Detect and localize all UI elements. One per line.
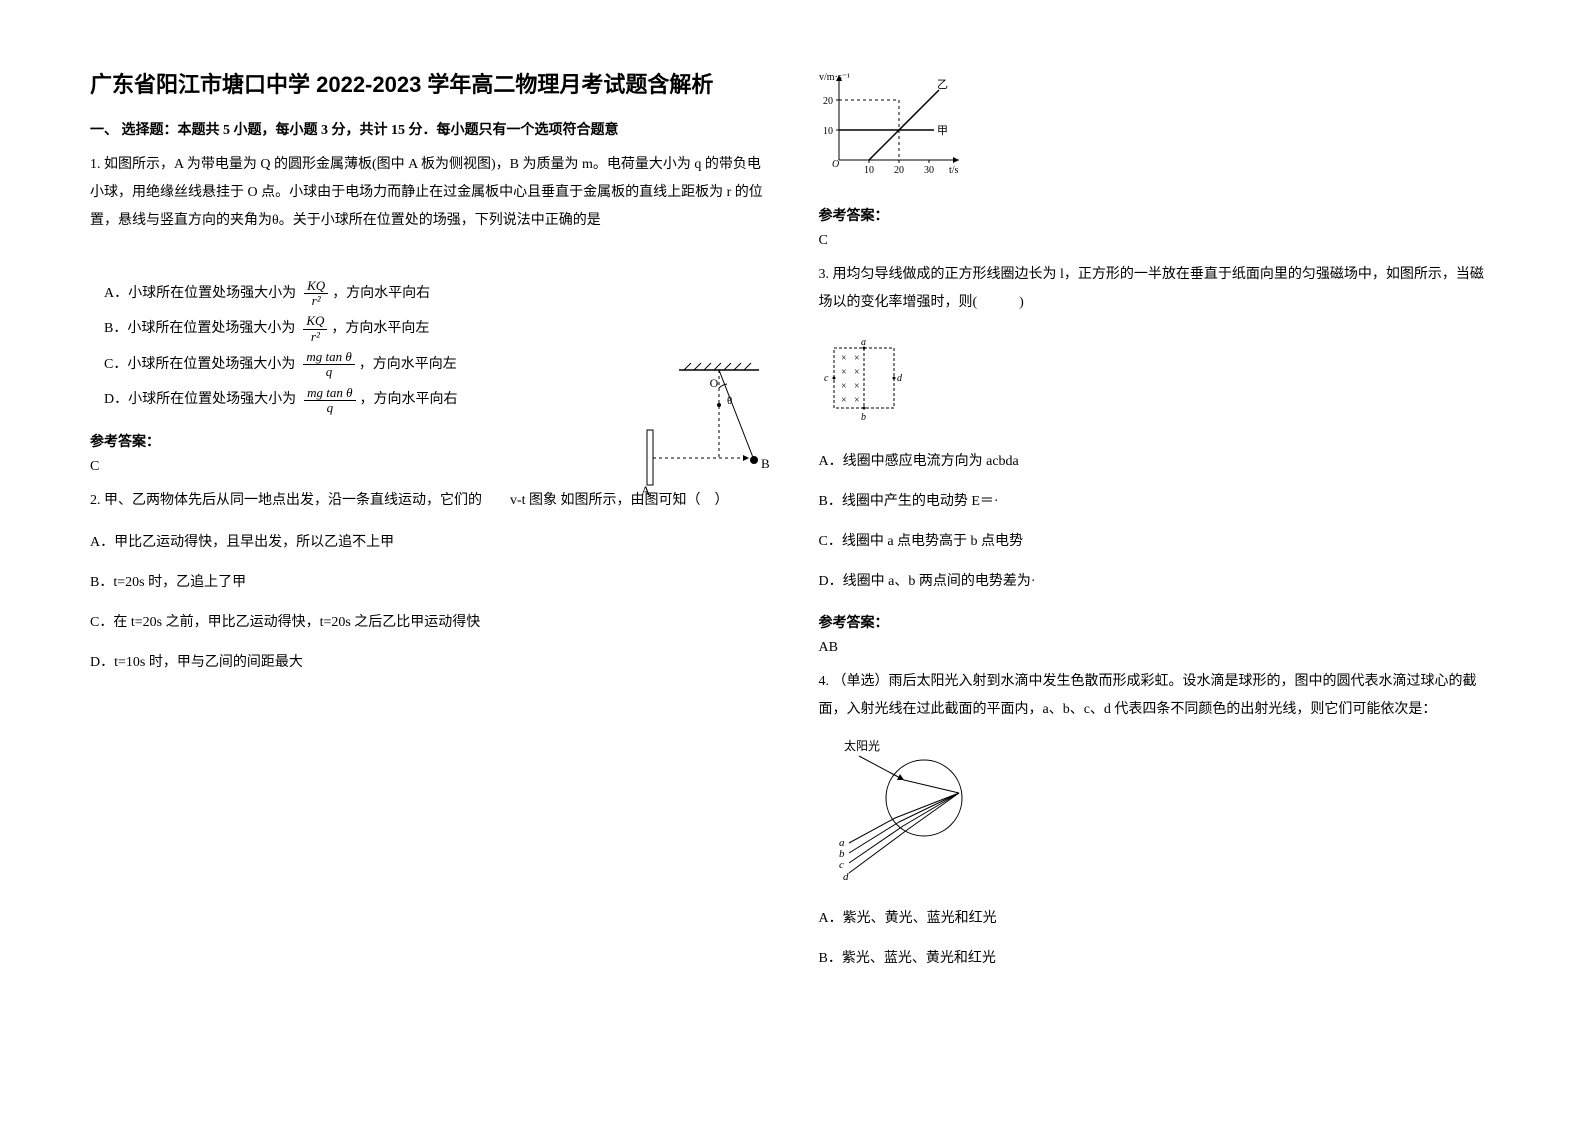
q4-stem: 4. （单选）雨后太阳光入射到水滴中发生色散而形成彩虹。设水滴是球形的，图中的圆…: [819, 668, 1498, 724]
svg-text:O: O: [832, 159, 839, 170]
q2-answer: C: [819, 233, 1498, 249]
right-column: v/m·s⁻¹ t/s O 10 20 30 10 20 甲 乙 参考答案： C…: [819, 70, 1498, 1082]
svg-text:×: ×: [841, 381, 847, 392]
svg-text:×: ×: [854, 395, 860, 406]
q2-opt-c: C．在 t=20s 之前，甲比乙运动得快，t=20s 之后乙比甲运动得快: [90, 609, 769, 637]
q4-diagram: 太阳光 a b c d: [829, 738, 1498, 893]
q3-answer-head: 参考答案：: [819, 612, 1498, 632]
svg-text:×: ×: [841, 395, 847, 406]
q2-opt-b: B．t=20s 时，乙追上了甲: [90, 569, 769, 597]
svg-text:c: c: [824, 373, 829, 384]
svg-text:30: 30: [924, 165, 934, 176]
svg-text:甲: 甲: [937, 125, 948, 137]
q1-figure: O θ A B: [639, 360, 769, 500]
q2-opt-d: D．t=10s 时，甲与乙间的间距最大: [90, 649, 769, 677]
svg-text:a: a: [861, 337, 866, 348]
q3-answer: AB: [819, 640, 1498, 656]
svg-text:b: b: [861, 412, 866, 423]
svg-text:v/m·s⁻¹: v/m·s⁻¹: [819, 72, 850, 83]
svg-text:θ: θ: [727, 395, 732, 407]
q4-opt-a: A．紫光、黄光、蓝光和红光: [819, 905, 1498, 933]
svg-text:×: ×: [854, 353, 860, 364]
svg-text:d: d: [843, 871, 849, 883]
svg-text:乙: 乙: [937, 78, 948, 91]
q1-opt-a: A．小球所在位置处场强大小为 KQr² ，方向水平向右: [90, 279, 769, 309]
svg-text:20: 20: [894, 165, 904, 176]
svg-text:O: O: [709, 376, 718, 390]
svg-text:×: ×: [841, 367, 847, 378]
svg-text:太阳光: 太阳光: [844, 738, 880, 753]
svg-text:×: ×: [841, 353, 847, 364]
q3-diagram: a d b c × × × × × × × ×: [819, 333, 1498, 428]
q1-stem: 1. 如图所示，A 为带电量为 Q 的圆形金属薄板(图中 A 板为侧视图)，B …: [90, 151, 769, 235]
svg-text:B: B: [761, 456, 769, 471]
svg-text:10: 10: [864, 165, 874, 176]
q2-answer-head: 参考答案：: [819, 205, 1498, 225]
q3-opt-b: B．线圈中产生的电动势 E＝·: [819, 488, 1498, 516]
svg-text:20: 20: [823, 96, 833, 107]
q3-opt-a: A．线圈中感应电流方向为 acbda: [819, 448, 1498, 476]
q2-graph: v/m·s⁻¹ t/s O 10 20 30 10 20 甲 乙: [819, 70, 1498, 185]
svg-text:t/s: t/s: [949, 165, 959, 176]
svg-text:×: ×: [854, 381, 860, 392]
svg-text:×: ×: [854, 367, 860, 378]
svg-text:c: c: [839, 859, 844, 871]
svg-text:A: A: [641, 483, 651, 498]
q3-opt-d: D．线圈中 a、b 两点间的电势差为·: [819, 568, 1498, 596]
q3-opt-c: C．线圈中 a 点电势高于 b 点电势: [819, 528, 1498, 556]
left-column: 广东省阳江市塘口中学 2022-2023 学年高二物理月考试题含解析 一、 选择…: [90, 70, 769, 1082]
svg-text:10: 10: [823, 126, 833, 137]
q2-opt-a: A．甲比乙运动得快，且早出发，所以乙追不上甲: [90, 529, 769, 557]
q1-opt-b: B．小球所在位置处场强大小为 KQr² ，方向水平向左: [90, 314, 769, 344]
q3-stem: 3. 用均匀导线做成的正方形线圈边长为 l，正方形的一半放在垂直于纸面向里的匀强…: [819, 261, 1498, 317]
svg-text:d: d: [897, 373, 903, 384]
section-heading: 一、 选择题：本题共 5 小题，每小题 3 分，共计 15 分．每小题只有一个选…: [90, 119, 769, 139]
exam-title: 广东省阳江市塘口中学 2022-2023 学年高二物理月考试题含解析: [90, 70, 769, 101]
q4-opt-b: B．紫光、蓝光、黄光和红光: [819, 945, 1498, 973]
